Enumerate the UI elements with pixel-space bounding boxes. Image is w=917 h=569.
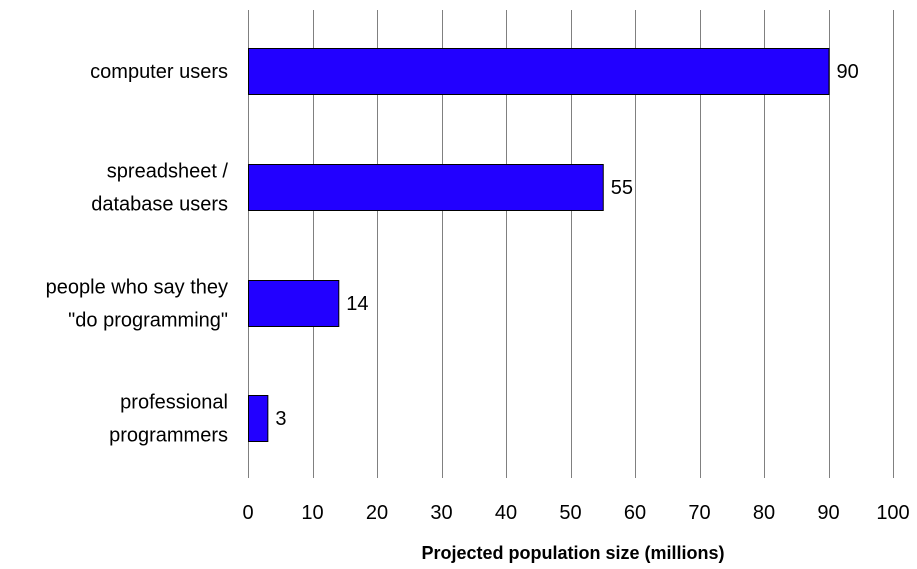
x-tick-label: 10 bbox=[301, 502, 323, 524]
bar-value-label: 90 bbox=[837, 61, 859, 83]
bar-value-label: 14 bbox=[346, 293, 368, 315]
x-tick-label: 30 bbox=[430, 502, 452, 524]
x-tick-label: 50 bbox=[559, 502, 581, 524]
x-tick-label: 60 bbox=[624, 502, 646, 524]
bar bbox=[248, 164, 604, 211]
x-tick-label: 40 bbox=[495, 502, 517, 524]
x-tick-label: 20 bbox=[366, 502, 388, 524]
x-tick-label: 80 bbox=[753, 502, 775, 524]
bar bbox=[248, 48, 830, 95]
category-label: database users bbox=[91, 194, 228, 216]
x-tick-label: 70 bbox=[688, 502, 710, 524]
x-tick-label: 100 bbox=[876, 502, 909, 524]
bar bbox=[248, 395, 269, 442]
category-labels: computer users spreadsheet / database user… bbox=[46, 61, 229, 447]
x-tick-label: 0 bbox=[242, 502, 253, 524]
bar bbox=[248, 280, 340, 327]
bars bbox=[248, 48, 830, 442]
bar-value-label: 55 bbox=[611, 177, 633, 199]
x-tick-label: 90 bbox=[817, 502, 839, 524]
x-axis-title: Projected population size (millions) bbox=[421, 543, 724, 563]
category-label: "do programming" bbox=[68, 310, 228, 332]
value-labels: 90 55 14 3 bbox=[275, 61, 858, 430]
x-tick-labels: 0 10 20 30 40 50 60 70 80 90 100 bbox=[242, 502, 909, 524]
category-label: people who say they bbox=[46, 277, 228, 299]
category-label: spreadsheet / bbox=[107, 161, 229, 183]
category-label: professional bbox=[120, 392, 228, 414]
category-label: programmers bbox=[109, 425, 228, 447]
category-label: computer users bbox=[90, 61, 228, 83]
bar-value-label: 3 bbox=[275, 408, 286, 430]
